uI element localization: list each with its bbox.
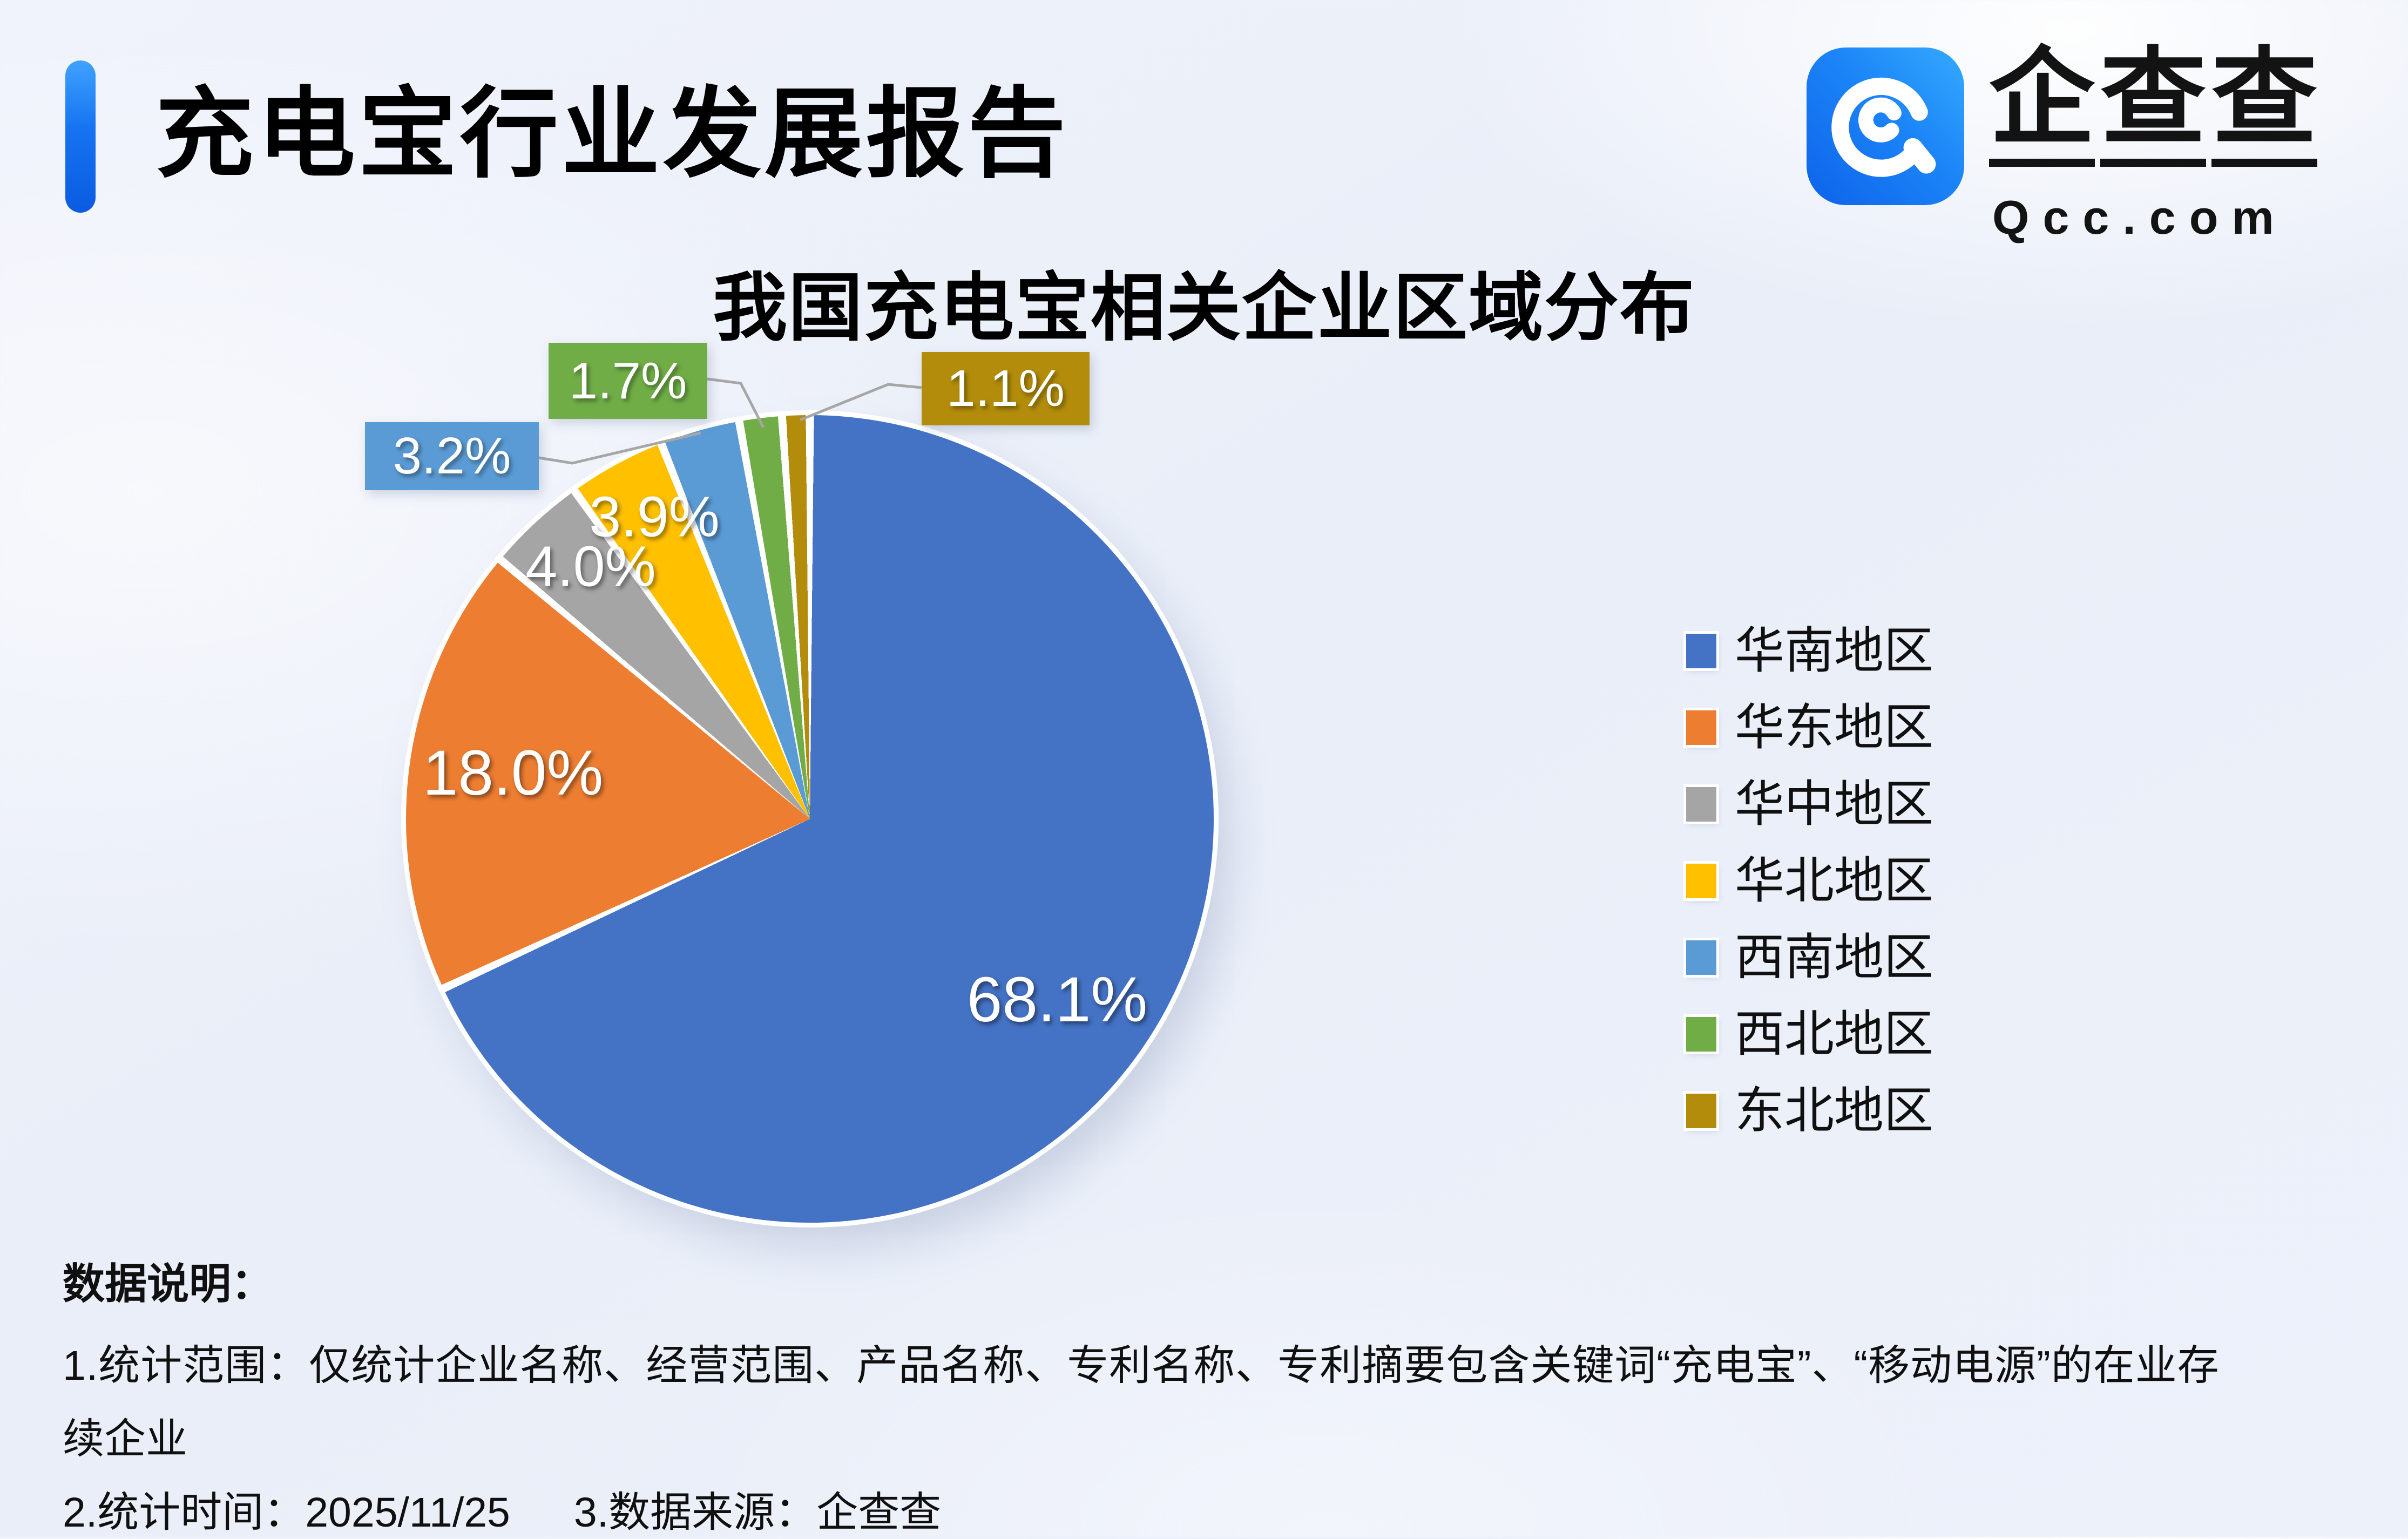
legend-label-north-china: 华北地区 bbox=[1735, 853, 1934, 909]
legend-swatch-northwest bbox=[1686, 1017, 1716, 1052]
legend-item-northwest: 西北地区 bbox=[1686, 1009, 1933, 1059]
chart-title: 我国充电宝相关企业区域分布 bbox=[712, 267, 1695, 350]
legend-item-central-china: 华中地区 bbox=[1686, 779, 1933, 829]
notes-heading: 数据说明： bbox=[63, 1260, 274, 1307]
legend-label-central-china: 华中地区 bbox=[1735, 777, 1934, 832]
pie-label-east-china: 18.0% bbox=[422, 737, 604, 809]
callout-northeast-value: 1.1% bbox=[946, 360, 1065, 417]
logo-char: 企 bbox=[1989, 45, 2095, 167]
legend-item-south-china: 华南地区 bbox=[1686, 626, 1933, 676]
legend-swatch-north-china bbox=[1686, 864, 1716, 898]
legend-label-northeast: 东北地区 bbox=[1735, 1083, 1934, 1138]
notes-scope-line1: 1.统计范围：仅统计企业名称、经营范围、产品名称、专利名称、专利摘要包含关键词“… bbox=[63, 1343, 2220, 1389]
legend-item-southwest: 西南地区 bbox=[1686, 933, 1933, 982]
pie-chart bbox=[406, 415, 1214, 1223]
callout-southwest: 3.2% bbox=[365, 422, 539, 490]
callout-northwest: 1.7% bbox=[549, 343, 707, 419]
legend-swatch-southwest bbox=[1686, 940, 1716, 975]
legend-swatch-east-china bbox=[1686, 710, 1716, 745]
notes-scope-line2: 续企业 bbox=[63, 1416, 187, 1462]
logo-char: 查 bbox=[2211, 45, 2318, 167]
legend-item-northeast: 东北地区 bbox=[1686, 1086, 1933, 1136]
notes-stat-time: 2.统计时间：2025/11/25 bbox=[63, 1489, 510, 1536]
notes-data-source: 3.数据来源：企查查 bbox=[573, 1489, 942, 1536]
pie-label-central-china: 4.0% bbox=[525, 534, 656, 599]
qcc-logo-wordmark: 企查查 bbox=[1989, 45, 2323, 167]
page-title: 充电宝行业发展报告 bbox=[155, 79, 1069, 189]
legend-label-south-china: 华南地区 bbox=[1735, 623, 1934, 679]
qcc-logo-icon bbox=[1807, 48, 1964, 205]
pie-label-south-china: 68.1% bbox=[966, 964, 1148, 1035]
callout-northeast: 1.1% bbox=[922, 352, 1090, 425]
legend-item-north-china: 华北地区 bbox=[1686, 856, 1933, 906]
logo-char: 查 bbox=[2100, 45, 2207, 167]
qcc-logo-domain: Qcc.com bbox=[1992, 191, 2288, 244]
legend-swatch-northeast bbox=[1686, 1094, 1716, 1128]
legend-label-northwest: 西北地区 bbox=[1735, 1007, 1934, 1062]
data-notes: 数据说明： 1.统计范围：仅统计企业名称、经营范围、产品名称、专利名称、专利摘要… bbox=[63, 1250, 2368, 1536]
callout-southwest-value: 3.2% bbox=[393, 427, 511, 485]
callout-northwest-value: 1.7% bbox=[569, 351, 687, 410]
legend-swatch-south-china bbox=[1686, 634, 1716, 668]
notes-time-and-source: 2.统计时间：2025/11/25 3.数据来源：企查查 bbox=[63, 1479, 941, 1539]
legend-label-east-china: 华东地区 bbox=[1735, 700, 1934, 755]
legend-label-southwest: 西南地区 bbox=[1735, 930, 1934, 985]
pie-label-north-china: 3.9% bbox=[589, 485, 720, 549]
title-accent-bar bbox=[65, 60, 96, 213]
legend-item-east-china: 华东地区 bbox=[1686, 703, 1933, 752]
leader-line-northeast bbox=[800, 383, 922, 422]
legend-swatch-central-china bbox=[1686, 787, 1716, 822]
